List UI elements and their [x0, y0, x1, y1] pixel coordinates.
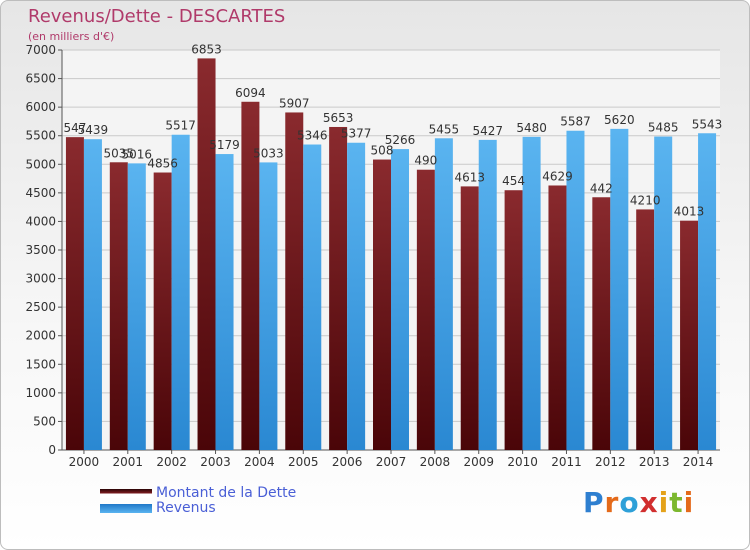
bar-dette	[636, 209, 655, 450]
data-label: 5439	[78, 123, 109, 137]
data-label: 6094	[235, 86, 266, 100]
x-tick-label: 2008	[420, 455, 451, 469]
y-tick-label: 2500	[25, 300, 56, 314]
data-label: 6853	[191, 42, 222, 56]
data-label: 5907	[279, 96, 310, 110]
data-label: 547	[63, 121, 86, 135]
bar-dette	[153, 172, 172, 450]
x-tick-label: 2013	[639, 455, 670, 469]
data-label: 5517	[165, 119, 196, 133]
bar-revenus	[303, 144, 322, 450]
y-tick-label: 6500	[25, 72, 56, 86]
data-label: 4210	[630, 193, 661, 207]
y-tick-label: 1500	[25, 357, 56, 371]
data-label: 5377	[341, 127, 372, 141]
data-label: 5455	[429, 122, 460, 136]
x-tick-label: 2014	[683, 455, 714, 469]
x-tick-label: 2011	[551, 455, 582, 469]
data-label: 5179	[209, 138, 240, 152]
y-tick-label: 5500	[25, 129, 56, 143]
legend-label-dette: Montant de la Dette	[156, 485, 297, 501]
data-label: 442	[590, 181, 613, 195]
bar-revenus	[127, 163, 146, 450]
data-label: 5016	[122, 147, 153, 161]
y-tick-label: 500	[33, 414, 56, 428]
bar-revenus	[391, 149, 409, 451]
data-label: 5033	[253, 146, 284, 160]
data-label: 5480	[516, 121, 547, 135]
legend-swatch-revenus	[100, 504, 152, 513]
y-tick-label: 4500	[25, 186, 56, 200]
x-tick-label: 2006	[332, 455, 363, 469]
legend-swatch-dette	[100, 489, 152, 498]
bar-dette	[680, 220, 699, 450]
x-tick-label: 2007	[376, 455, 407, 469]
x-tick-label: 2009	[463, 455, 494, 469]
chart-title: Revenus/Dette - DESCARTES	[28, 6, 286, 27]
bar-revenus	[610, 128, 629, 450]
bar-revenus	[654, 136, 673, 451]
chart-subtitle: (en milliers d'€)	[28, 30, 115, 43]
legend-label-revenus: Revenus	[156, 500, 216, 516]
bar-dette	[329, 126, 348, 450]
x-tick-label: 2000	[69, 455, 100, 469]
y-tick-label: 3500	[25, 243, 56, 257]
bar-revenus	[259, 162, 278, 450]
x-tick-label: 2010	[507, 455, 538, 469]
data-label: 4013	[674, 205, 705, 219]
x-tick-label: 2002	[156, 455, 187, 469]
y-tick-label: 7000	[25, 43, 56, 57]
bar-dette	[197, 58, 216, 451]
data-label: 5653	[323, 111, 354, 125]
y-tick-label: 1000	[25, 386, 56, 400]
data-label: 5266	[385, 133, 416, 147]
data-label: 508	[371, 144, 394, 158]
bar-revenus	[566, 130, 585, 450]
bar-revenus	[434, 138, 453, 451]
bar-dette	[504, 190, 523, 450]
x-tick-label: 2005	[288, 455, 319, 469]
proxiti-logo: Proxiti	[583, 486, 695, 519]
bar-revenus	[478, 139, 497, 450]
bar-dette	[548, 185, 567, 450]
data-label: 5620	[604, 113, 635, 127]
data-label: 5346	[297, 129, 328, 143]
data-label: 4856	[147, 157, 178, 171]
data-label: 5485	[648, 121, 679, 135]
x-tick-label: 2003	[200, 455, 231, 469]
y-tick-label: 5000	[25, 157, 56, 171]
bar-dette	[460, 186, 479, 450]
bar-revenus	[522, 136, 541, 450]
y-tick-label: 4000	[25, 214, 56, 228]
bar-dette	[592, 197, 611, 450]
data-label: 490	[414, 154, 437, 168]
y-tick-label: 3000	[25, 272, 56, 286]
bar-revenus	[698, 133, 717, 450]
data-label: 5543	[692, 117, 723, 131]
y-tick-label: 0	[48, 443, 56, 457]
data-label: 4613	[454, 170, 485, 184]
bar-dette	[285, 112, 304, 450]
data-label: 5427	[472, 124, 503, 138]
x-tick-label: 2001	[113, 455, 144, 469]
data-label: 454	[502, 174, 525, 188]
bar-dette	[65, 137, 84, 450]
y-tick-label: 6000	[25, 100, 56, 114]
data-label: 4629	[542, 169, 573, 183]
bar-revenus	[215, 154, 234, 451]
bar-revenus	[83, 139, 102, 450]
bar-revenus	[347, 142, 366, 450]
data-label: 5035	[104, 146, 135, 160]
bar-dette	[416, 169, 435, 450]
y-tick-label: 2000	[25, 329, 56, 343]
x-tick-label: 2004	[244, 455, 275, 469]
bar-dette	[373, 159, 391, 451]
bar-dette	[109, 162, 128, 451]
bar-revenus	[171, 134, 190, 450]
x-tick-label: 2012	[595, 455, 626, 469]
bar-dette	[241, 101, 260, 451]
data-label: 5587	[560, 115, 591, 129]
